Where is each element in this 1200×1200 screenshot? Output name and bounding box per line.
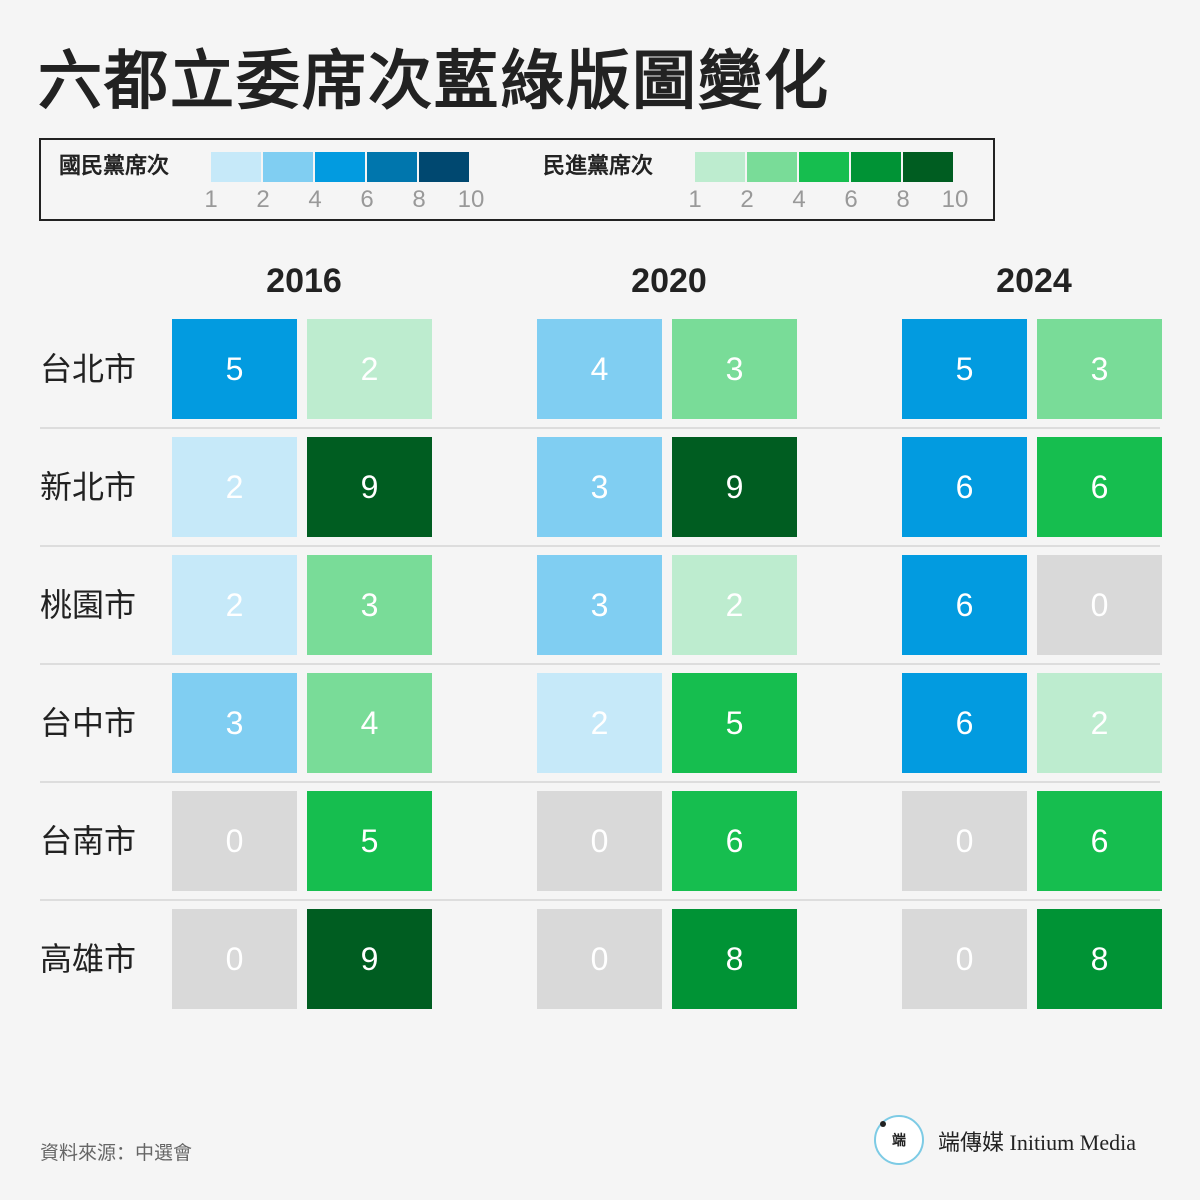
- cell-dpp-seats: 4: [307, 673, 432, 773]
- legend-dpp-tick: 2: [740, 186, 754, 213]
- cell-kmt-seats: 6: [902, 673, 1027, 773]
- legend-dpp-swatch: [695, 152, 745, 182]
- legend-dpp-tick: 1: [688, 186, 702, 213]
- legend-dpp-tick: 8: [896, 186, 910, 213]
- source-note: 資料來源：中選會: [40, 1142, 193, 1164]
- cell-kmt-seats: 0: [172, 791, 297, 891]
- legend-dpp-swatch: [851, 152, 901, 182]
- legend-kmt-swatches: [211, 152, 469, 182]
- cell-kmt-seats: 5: [172, 319, 297, 419]
- cell-kmt-seats: 0: [537, 909, 662, 1009]
- legend-kmt-label: 國民黨席次: [59, 154, 170, 179]
- legend-dpp-swatch: [747, 152, 797, 182]
- legend-kmt-swatch: [315, 152, 365, 182]
- row-divider: [40, 427, 1160, 429]
- legend-kmt-tick: 1: [204, 186, 218, 213]
- legend-dpp-tick: 10: [941, 186, 969, 213]
- legend-dpp-tick: 4: [792, 186, 806, 213]
- cell-kmt-seats: 3: [537, 437, 662, 537]
- year-header: 2016: [266, 262, 342, 300]
- legend-kmt-swatch: [211, 152, 261, 182]
- row-divider: [40, 663, 1160, 665]
- cell-kmt-seats: 3: [537, 555, 662, 655]
- city-label: 台北市: [40, 350, 137, 388]
- legend-kmt-swatch: [419, 152, 469, 182]
- cell-kmt-seats: 0: [902, 909, 1027, 1009]
- legend-dpp-swatch: [903, 152, 953, 182]
- cell-dpp-seats: 9: [307, 437, 432, 537]
- cell-dpp-seats: 2: [307, 319, 432, 419]
- brand: 端 端傳媒 Initium Media: [874, 1115, 1174, 1167]
- cell-dpp-seats: 3: [672, 319, 797, 419]
- city-label: 台中市: [40, 704, 137, 742]
- row-divider: [40, 545, 1160, 547]
- legend-dpp-swatches: [695, 152, 953, 182]
- year-header: 2020: [631, 262, 707, 300]
- cell-dpp-seats: 9: [307, 909, 432, 1009]
- legend-kmt-swatch: [263, 152, 313, 182]
- brand-logo-text: 端: [892, 1133, 906, 1149]
- legend: 國民黨席次 1 2 4 6 8 10 民進黨席次 1 2 4 6 8 10: [39, 138, 995, 221]
- cell-dpp-seats: 2: [672, 555, 797, 655]
- cell-kmt-seats: 0: [537, 791, 662, 891]
- cell-dpp-seats: 6: [672, 791, 797, 891]
- brand-logo-icon: 端: [874, 1115, 924, 1165]
- legend-dpp-swatch: [799, 152, 849, 182]
- cell-kmt-seats: 2: [537, 673, 662, 773]
- cell-kmt-seats: 3: [172, 673, 297, 773]
- row-divider: [40, 899, 1160, 901]
- chart-title: 六都立委席次藍綠版圖變化: [38, 45, 830, 119]
- cell-dpp-seats: 5: [307, 791, 432, 891]
- city-label: 新北市: [40, 468, 137, 506]
- cell-kmt-seats: 0: [172, 909, 297, 1009]
- cell-dpp-seats: 8: [672, 909, 797, 1009]
- cell-dpp-seats: 3: [1037, 319, 1162, 419]
- cell-kmt-seats: 6: [902, 555, 1027, 655]
- legend-kmt-tick: 4: [308, 186, 322, 213]
- cell-dpp-seats: 0: [1037, 555, 1162, 655]
- cell-dpp-seats: 9: [672, 437, 797, 537]
- cell-kmt-seats: 5: [902, 319, 1027, 419]
- cell-kmt-seats: 0: [902, 791, 1027, 891]
- city-label: 桃園市: [40, 586, 137, 624]
- legend-kmt-tick: 2: [256, 186, 270, 213]
- cell-dpp-seats: 8: [1037, 909, 1162, 1009]
- cell-dpp-seats: 5: [672, 673, 797, 773]
- cell-kmt-seats: 2: [172, 555, 297, 655]
- city-label: 台南市: [40, 822, 137, 860]
- legend-kmt-tick: 6: [360, 186, 374, 213]
- legend-kmt-swatch: [367, 152, 417, 182]
- row-divider: [40, 781, 1160, 783]
- cell-dpp-seats: 6: [1037, 791, 1162, 891]
- legend-kmt-tick: 8: [412, 186, 426, 213]
- brand-name: 端傳媒 Initium Media: [938, 1130, 1136, 1155]
- cell-kmt-seats: 6: [902, 437, 1027, 537]
- cell-kmt-seats: 2: [172, 437, 297, 537]
- city-label: 高雄市: [40, 940, 137, 978]
- cell-dpp-seats: 2: [1037, 673, 1162, 773]
- cell-dpp-seats: 6: [1037, 437, 1162, 537]
- legend-dpp-label: 民進黨席次: [543, 154, 654, 179]
- legend-dpp-tick: 6: [844, 186, 858, 213]
- year-header: 2024: [996, 262, 1072, 300]
- cell-dpp-seats: 3: [307, 555, 432, 655]
- legend-kmt-tick: 10: [457, 186, 485, 213]
- cell-kmt-seats: 4: [537, 319, 662, 419]
